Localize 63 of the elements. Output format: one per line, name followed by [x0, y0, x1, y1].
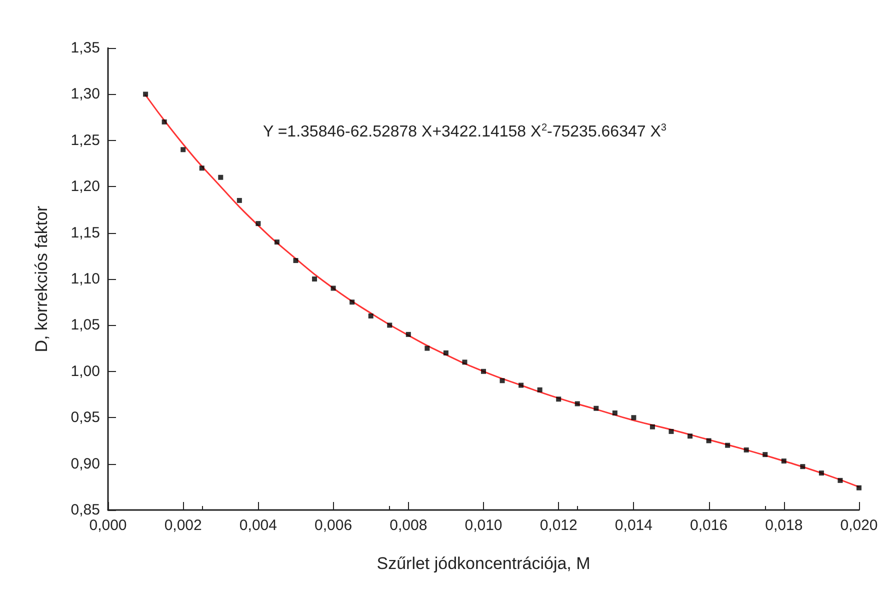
point [424, 346, 430, 351]
point [500, 378, 505, 384]
y-tick-label: 1,05 [70, 316, 100, 334]
point [537, 387, 542, 392]
y-tick-label: 0,95 [70, 409, 100, 426]
x-axis-title: Szűrlet jódkoncentrációja, M [376, 554, 590, 573]
x-tick-label: 0,020 [840, 517, 878, 534]
point [574, 401, 580, 406]
point [781, 458, 786, 464]
y-tick-label: 1,25 [70, 132, 100, 149]
point [180, 147, 186, 152]
point [650, 424, 655, 430]
point [312, 276, 318, 282]
point [330, 286, 336, 291]
x-tick-label: 0,002 [164, 517, 202, 534]
point [274, 240, 280, 245]
point [744, 447, 749, 452]
y-tick-label: 0,90 [70, 455, 100, 472]
point [631, 415, 636, 420]
point [387, 322, 392, 328]
point [293, 258, 298, 264]
x-tick-label: 0,010 [464, 517, 502, 534]
point [594, 406, 599, 411]
y-tick-label: 1,20 [70, 178, 100, 196]
point [162, 119, 167, 124]
point [668, 428, 674, 434]
point [612, 410, 618, 416]
point [762, 452, 768, 458]
point [725, 442, 730, 448]
y-tick-label: 1,35 [70, 40, 100, 56]
point [350, 300, 355, 305]
point [518, 382, 524, 388]
x-tick-label: 0,008 [390, 517, 428, 534]
point [443, 350, 448, 356]
point [838, 478, 843, 483]
y-axis-title: D, korrekciós faktor [32, 205, 51, 352]
point [406, 332, 411, 337]
point [199, 166, 204, 171]
point [818, 470, 824, 476]
x-tick-label: 0,012 [540, 517, 578, 534]
point [688, 434, 693, 439]
x-tick-label: 0,004 [239, 517, 277, 534]
y-tick-label: 1,15 [70, 224, 100, 242]
point [800, 464, 806, 470]
y-tick-label: 1,30 [70, 86, 100, 103]
x-tick-label: 0,018 [765, 517, 803, 534]
point [256, 221, 261, 226]
point [236, 198, 242, 203]
x-tick-label: 0,000 [89, 517, 127, 534]
point [856, 485, 862, 490]
point [556, 396, 562, 402]
point [368, 313, 374, 318]
y-tick-label: 1,00 [70, 362, 100, 380]
y-tick-label: 1,10 [70, 270, 100, 288]
point [481, 368, 486, 374]
x-tick-label: 0,016 [690, 517, 728, 534]
point [462, 360, 468, 365]
point [218, 174, 224, 180]
point [706, 438, 712, 444]
point [143, 92, 148, 97]
x-tick-label: 0,006 [314, 517, 352, 534]
x-tick-label: 0,014 [614, 517, 652, 534]
y-tick-label: 0,85 [70, 502, 100, 518]
